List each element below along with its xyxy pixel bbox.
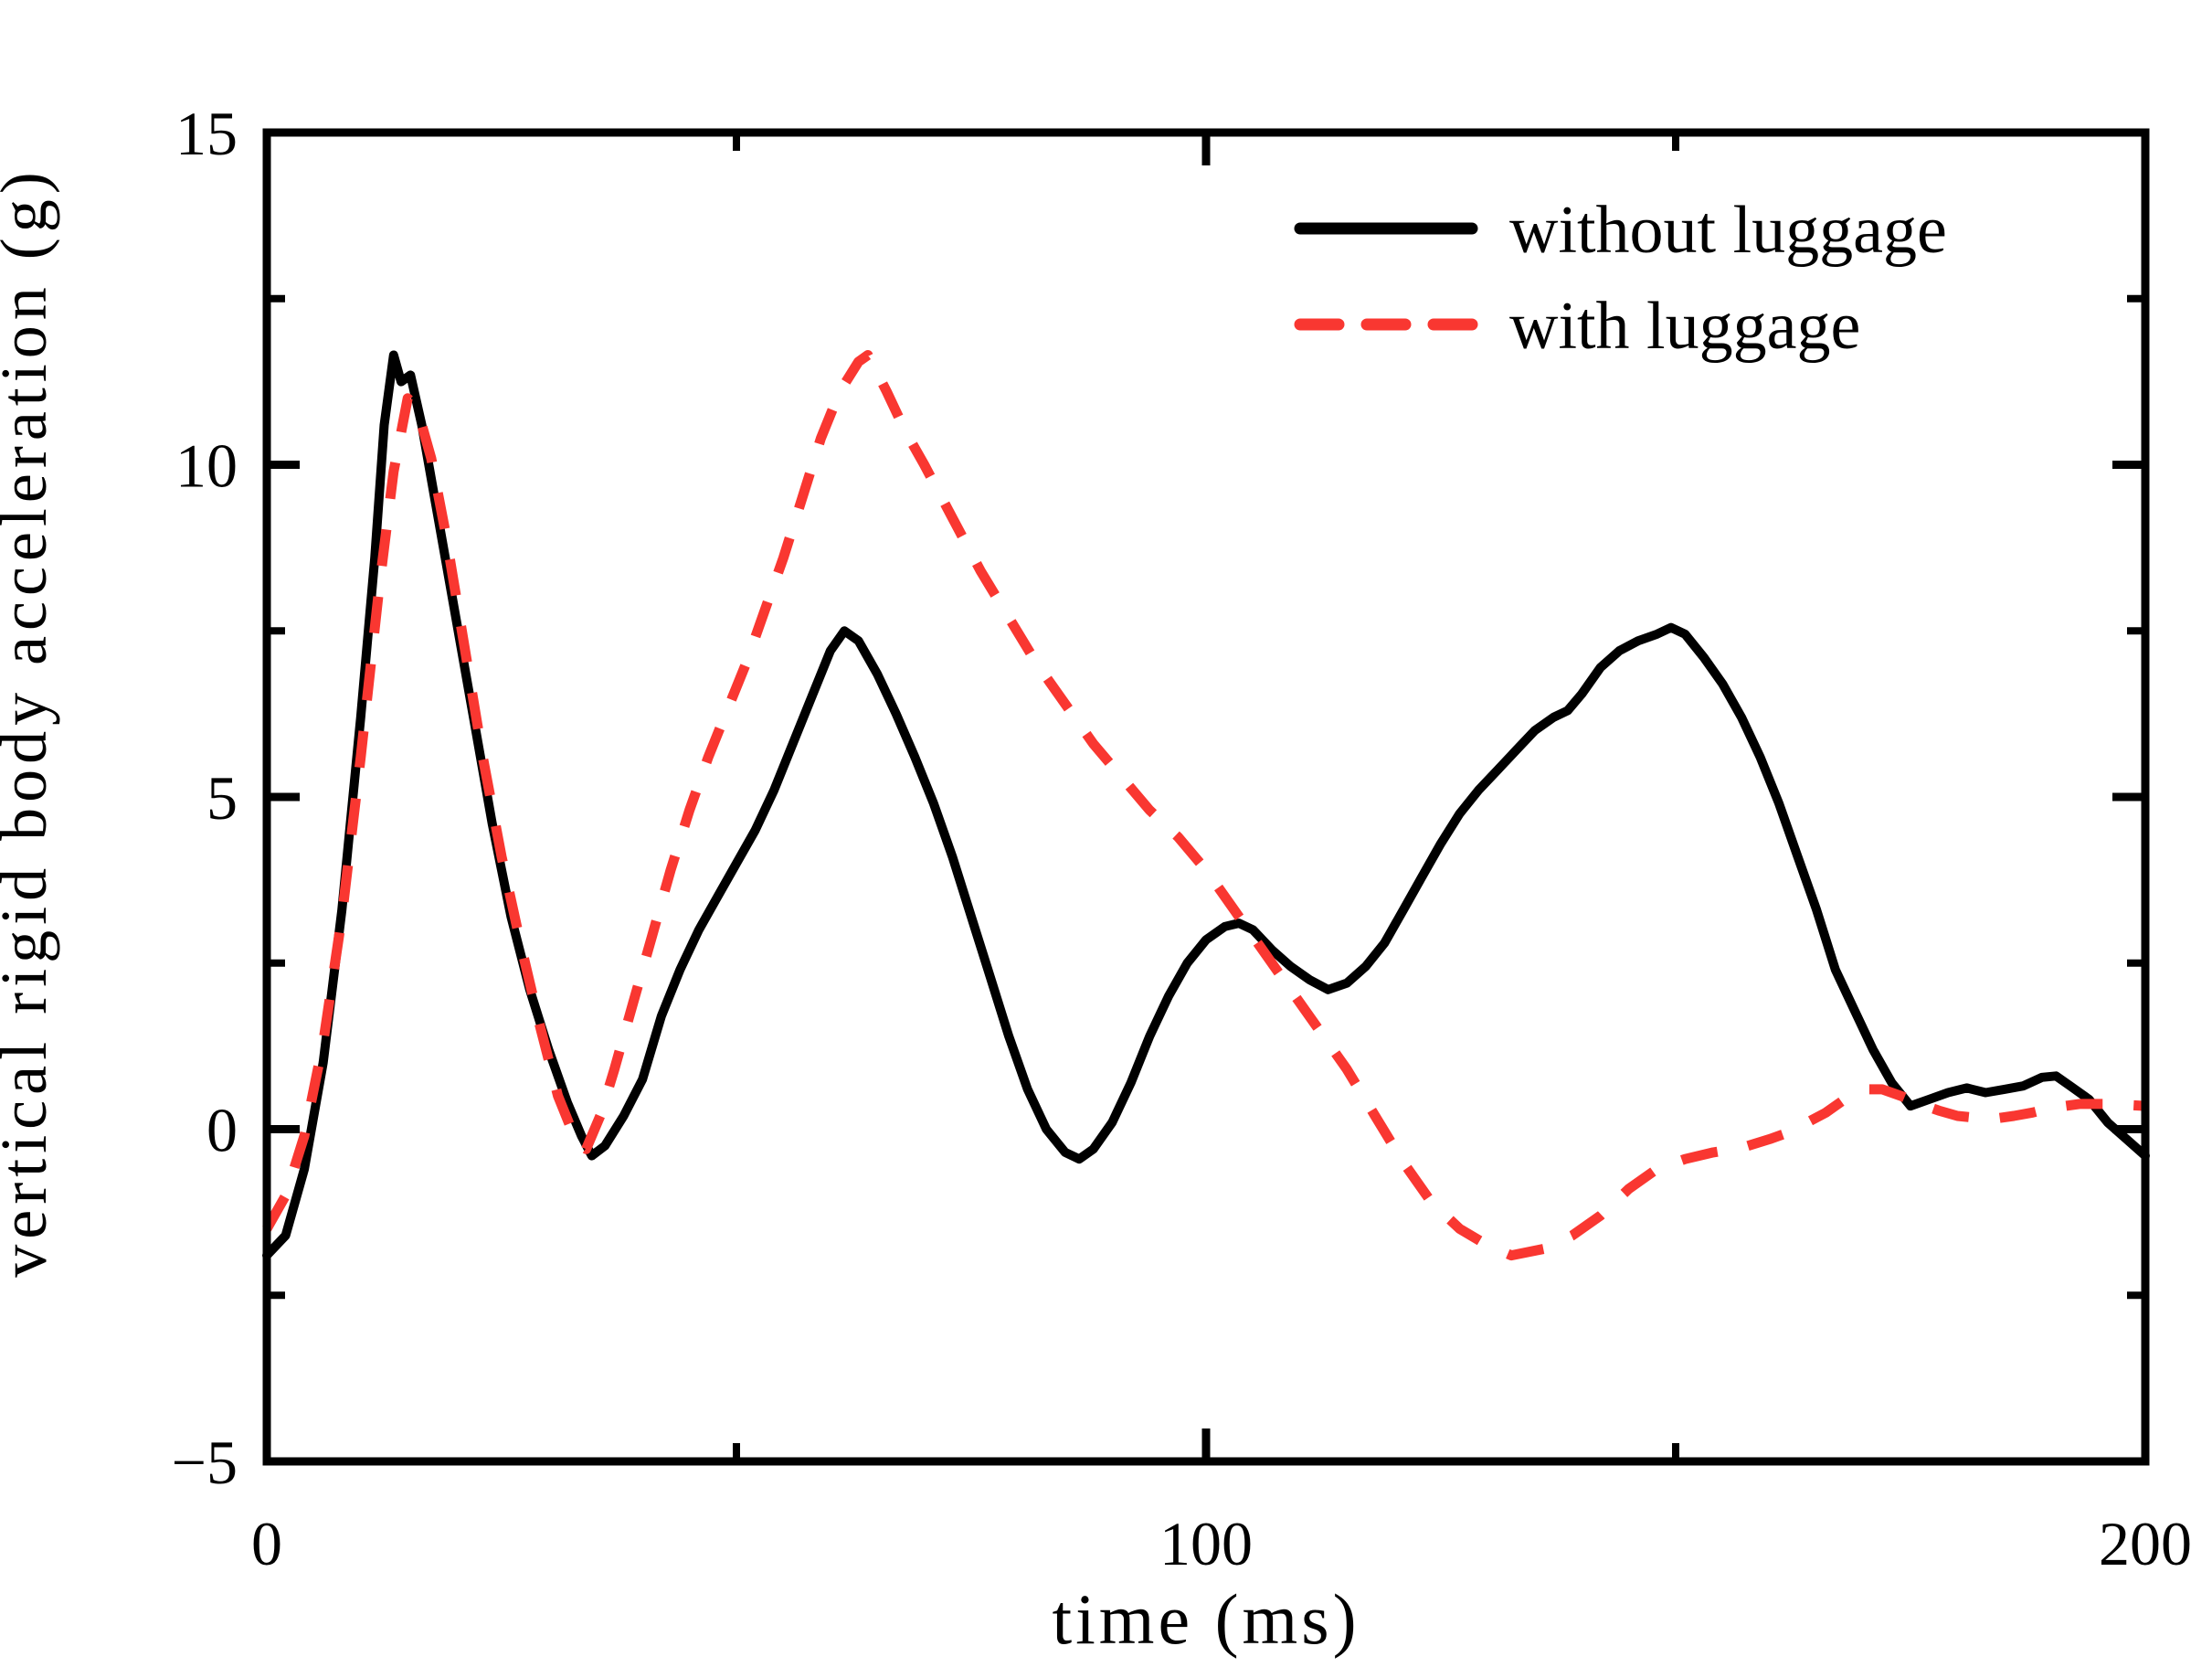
plot-frame bbox=[262, 128, 2150, 1466]
legend-label-without-luggage: without luggage bbox=[1509, 193, 1947, 268]
y-tick-label: 0 bbox=[206, 1096, 238, 1165]
series-with-luggage bbox=[262, 350, 2146, 1261]
y-axis-title: vertical rigid body acceleration (g) bbox=[0, 166, 60, 1278]
x-axis-title: time (ms) bbox=[1052, 1579, 1360, 1659]
x-tick-label: 200 bbox=[2099, 1509, 2192, 1578]
x-tick-label: 100 bbox=[1159, 1509, 1253, 1578]
x-tick-label: 0 bbox=[251, 1509, 282, 1578]
legend-label-with-luggage: with luggage bbox=[1509, 289, 1860, 364]
y-tick-label: −5 bbox=[172, 1428, 238, 1497]
y-tick-label: 15 bbox=[175, 99, 238, 168]
y-tick-label: 5 bbox=[206, 763, 238, 833]
legend: without luggage with luggage bbox=[1294, 193, 1947, 364]
y-tick-label: 10 bbox=[175, 431, 238, 501]
tick-layer bbox=[267, 133, 2145, 1461]
series-without-luggage bbox=[262, 350, 2150, 1260]
curve-layer bbox=[262, 350, 2150, 1261]
